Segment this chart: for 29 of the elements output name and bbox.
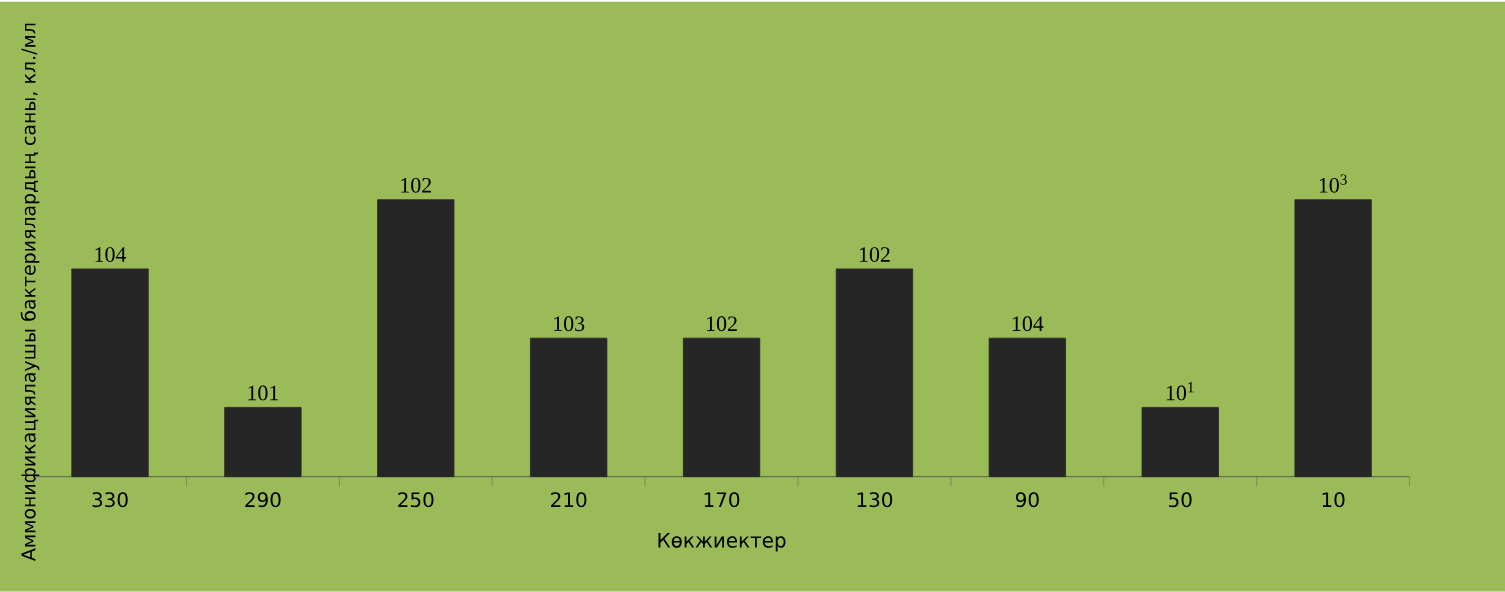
annotation: 103 xyxy=(554,316,585,332)
bar xyxy=(224,407,302,478)
bar xyxy=(530,337,608,478)
text: 102 xyxy=(401,178,432,193)
bar xyxy=(835,268,914,478)
x-tick-label: 50 xyxy=(1169,492,1192,508)
x-axis-title: Көкжиектер xyxy=(658,533,786,552)
y-axis-title: Аммонификациялаушы бактериялардың саны, кл./мл xyxy=(20,23,40,562)
bar xyxy=(71,268,149,478)
x-tick-label: 130 xyxy=(857,492,893,508)
annotation: 101 xyxy=(248,385,278,401)
x-tick-label: 250 xyxy=(398,492,434,508)
x-tick-label: 290 xyxy=(245,492,281,508)
bar xyxy=(377,199,455,478)
annotation: 102 xyxy=(859,247,890,263)
annotation: 104 xyxy=(1012,316,1044,332)
annotation: 10$^{1}$ xyxy=(1166,382,1194,401)
bar xyxy=(1141,407,1219,478)
x-tick-label: 330 xyxy=(92,492,128,508)
x-tick-label: 10 xyxy=(1322,492,1345,508)
x-tick-label: 170 xyxy=(704,492,740,508)
text: 10$^{3}$ xyxy=(1319,174,1347,193)
annotation: 102 xyxy=(707,316,737,332)
bar xyxy=(988,337,1066,478)
x-tick-label: 210 xyxy=(551,492,587,508)
bar xyxy=(682,337,761,478)
annotation: 104 xyxy=(95,247,127,263)
bar xyxy=(1294,199,1372,478)
x-tick-label: 90 xyxy=(1015,492,1039,508)
